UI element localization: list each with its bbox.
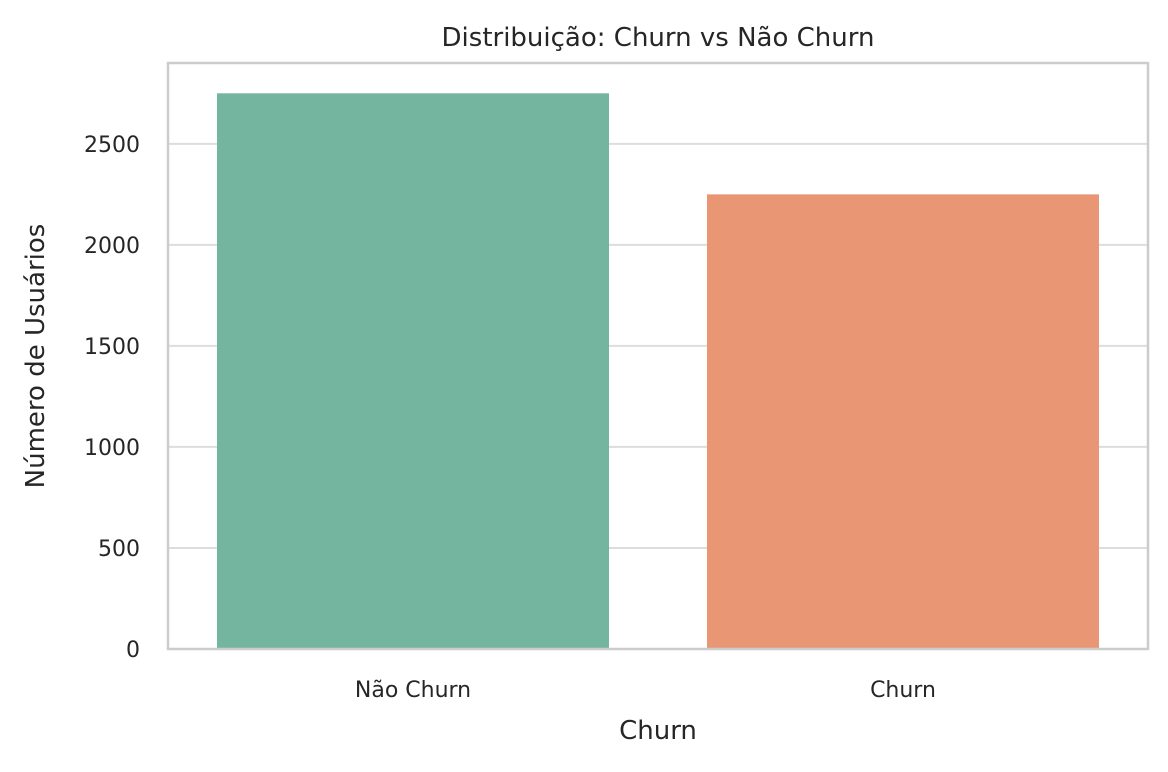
bar-0: [217, 93, 609, 649]
y-axis-label: Número de Usuários: [21, 224, 51, 489]
x-axis-label: Churn: [619, 716, 697, 746]
y-tick-label-1: 500: [98, 537, 140, 562]
chart-title: Distribuição: Churn vs Não Churn: [442, 23, 875, 53]
axes-frame: [166, 61, 1150, 651]
y-tick-labels: 0 500 1000 1500 2000 2500: [84, 133, 140, 663]
y-tick-label-3: 1500: [84, 335, 140, 360]
x-tick-label-1: Churn: [870, 678, 936, 703]
y-tick-label-5: 2500: [84, 133, 140, 158]
y-tick-label-0: 0: [126, 638, 140, 663]
x-tick-labels: Não Churn Churn: [355, 678, 936, 703]
bars: [217, 93, 1099, 649]
y-tick-label-2: 1000: [84, 436, 140, 461]
x-tick-label-0: Não Churn: [355, 678, 471, 703]
y-tick-label-4: 2000: [84, 234, 140, 259]
bar-1: [707, 194, 1099, 649]
